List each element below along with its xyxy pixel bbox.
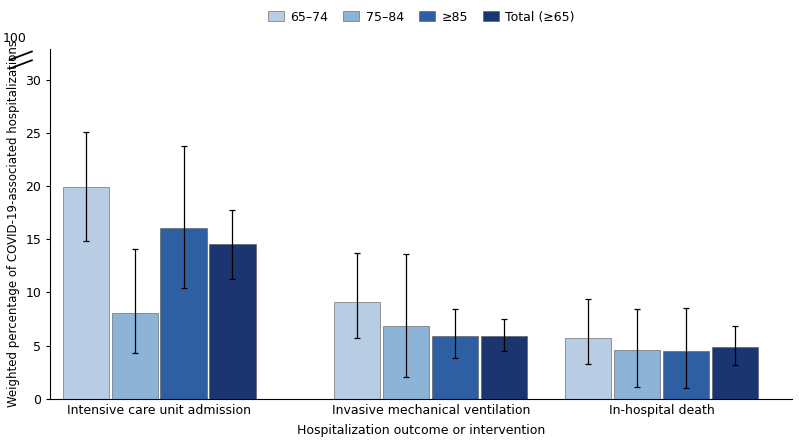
X-axis label: Hospitalization outcome or intervention: Hospitalization outcome or intervention [297,424,546,437]
Bar [161,228,207,399]
Bar [432,336,479,399]
Bar [481,336,527,399]
Text: 100: 100 [2,32,26,45]
Bar [663,351,710,399]
Bar [62,187,109,399]
Bar [614,350,660,399]
Bar [384,326,429,399]
Bar [712,347,758,399]
Bar [334,302,380,399]
Bar [209,244,256,399]
Bar [565,338,611,399]
Legend: 65–74, 75–84, ≥85, Total (≥65): 65–74, 75–84, ≥85, Total (≥65) [263,6,580,29]
Bar [112,313,157,399]
Y-axis label: Weighted percentage of COVID-19-associated hospitalizations: Weighted percentage of COVID-19-associat… [7,40,20,407]
